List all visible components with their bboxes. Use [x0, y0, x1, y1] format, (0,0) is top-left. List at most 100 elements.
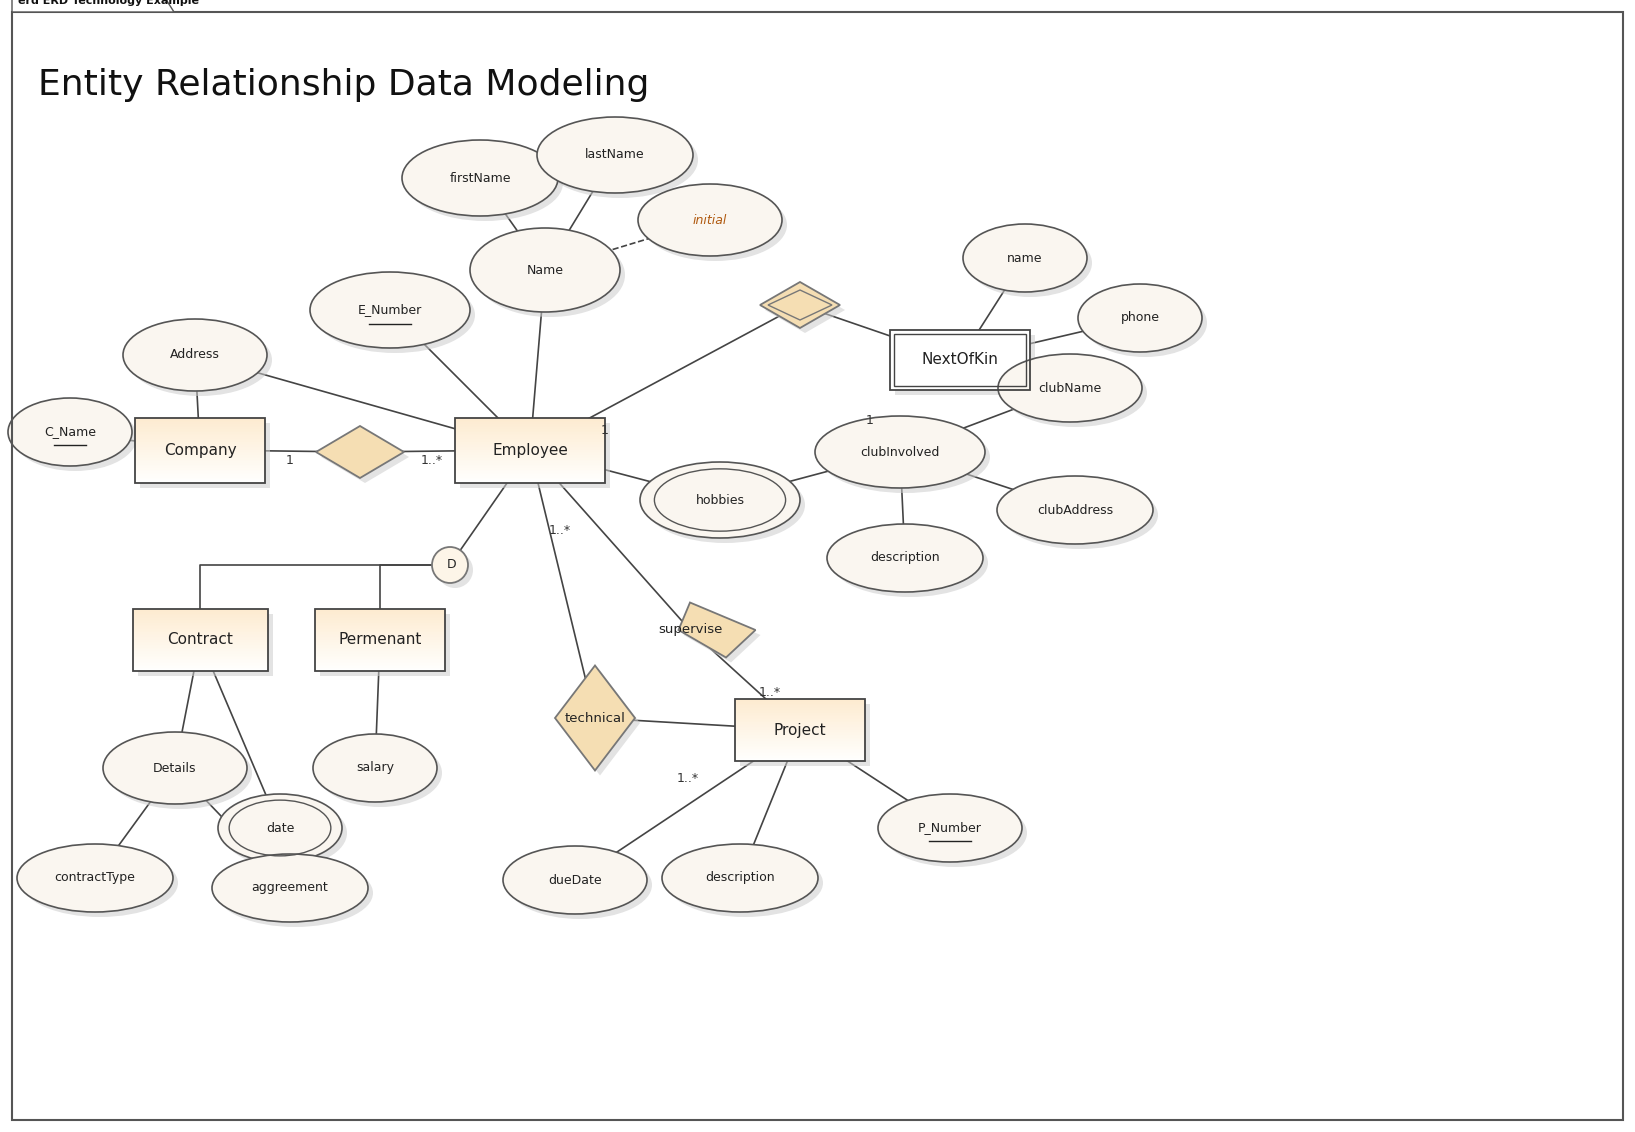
- Ellipse shape: [13, 403, 137, 471]
- Ellipse shape: [123, 319, 267, 391]
- Bar: [136, 436, 265, 437]
- Bar: [136, 478, 265, 479]
- Text: E_Number: E_Number: [358, 303, 422, 317]
- Bar: [136, 475, 265, 478]
- Bar: [736, 729, 865, 730]
- Bar: [736, 709, 865, 710]
- Bar: [132, 657, 268, 659]
- Bar: [736, 755, 865, 756]
- Bar: [136, 452, 265, 453]
- Bar: [736, 723, 865, 726]
- Bar: [136, 448, 265, 451]
- Bar: [316, 617, 445, 618]
- Ellipse shape: [1002, 481, 1158, 549]
- Bar: [455, 432, 605, 434]
- Bar: [316, 626, 445, 627]
- Bar: [316, 609, 445, 610]
- Ellipse shape: [832, 529, 988, 597]
- Ellipse shape: [217, 859, 373, 927]
- Ellipse shape: [312, 734, 437, 801]
- Bar: [316, 634, 445, 635]
- Bar: [455, 447, 605, 448]
- Bar: [132, 642, 268, 643]
- Bar: [316, 667, 445, 668]
- Bar: [736, 730, 865, 731]
- Bar: [132, 655, 268, 657]
- Bar: [136, 451, 265, 452]
- Bar: [455, 445, 605, 447]
- Text: NextOfKin: NextOfKin: [922, 352, 999, 368]
- Bar: [736, 718, 865, 719]
- Bar: [455, 473, 605, 474]
- Bar: [136, 447, 265, 448]
- Bar: [316, 669, 445, 671]
- Bar: [316, 648, 445, 650]
- Bar: [132, 638, 268, 640]
- Bar: [316, 635, 445, 637]
- Bar: [132, 659, 268, 660]
- Bar: [455, 475, 605, 478]
- Text: technical: technical: [564, 712, 626, 724]
- Ellipse shape: [997, 354, 1141, 422]
- Bar: [136, 471, 265, 473]
- Bar: [455, 479, 605, 481]
- Text: description: description: [705, 872, 775, 884]
- Bar: [736, 705, 865, 706]
- Bar: [136, 464, 265, 466]
- Bar: [132, 646, 268, 648]
- FancyBboxPatch shape: [320, 614, 450, 676]
- Ellipse shape: [643, 189, 786, 261]
- Ellipse shape: [638, 185, 782, 256]
- Text: salary: salary: [356, 762, 394, 774]
- Bar: [136, 429, 265, 430]
- Bar: [132, 634, 268, 635]
- Circle shape: [437, 552, 473, 588]
- FancyBboxPatch shape: [741, 704, 870, 766]
- Bar: [316, 627, 445, 629]
- Text: description: description: [870, 551, 940, 565]
- Bar: [136, 422, 265, 424]
- Bar: [455, 452, 605, 453]
- Bar: [316, 612, 445, 614]
- Ellipse shape: [1082, 289, 1207, 357]
- Text: 1..*: 1..*: [420, 454, 443, 466]
- Bar: [136, 419, 265, 421]
- Text: 1..*: 1..*: [549, 523, 571, 537]
- Ellipse shape: [639, 462, 800, 538]
- Ellipse shape: [311, 272, 469, 348]
- Bar: [316, 620, 445, 621]
- Bar: [132, 618, 268, 620]
- Bar: [455, 440, 605, 441]
- Bar: [316, 668, 445, 669]
- Bar: [736, 726, 865, 727]
- Bar: [736, 713, 865, 714]
- Bar: [316, 652, 445, 654]
- Ellipse shape: [21, 849, 178, 917]
- Text: phone: phone: [1120, 311, 1159, 325]
- Bar: [136, 456, 265, 458]
- Bar: [736, 719, 865, 721]
- Bar: [132, 621, 268, 623]
- Bar: [136, 474, 265, 475]
- Ellipse shape: [504, 846, 647, 914]
- Bar: [132, 660, 268, 662]
- Bar: [136, 427, 265, 429]
- Bar: [132, 644, 268, 646]
- Bar: [455, 441, 605, 444]
- Bar: [736, 717, 865, 718]
- Text: clubInvolved: clubInvolved: [860, 446, 940, 458]
- Ellipse shape: [814, 415, 984, 488]
- Bar: [136, 473, 265, 474]
- Bar: [736, 706, 865, 709]
- Bar: [736, 751, 865, 752]
- FancyBboxPatch shape: [889, 331, 1030, 391]
- Text: clubAddress: clubAddress: [1037, 504, 1113, 516]
- Bar: [316, 642, 445, 643]
- Bar: [132, 651, 268, 652]
- Bar: [736, 735, 865, 736]
- Bar: [455, 474, 605, 475]
- Bar: [316, 650, 445, 651]
- Bar: [316, 621, 445, 623]
- Ellipse shape: [968, 229, 1092, 297]
- Polygon shape: [11, 0, 173, 12]
